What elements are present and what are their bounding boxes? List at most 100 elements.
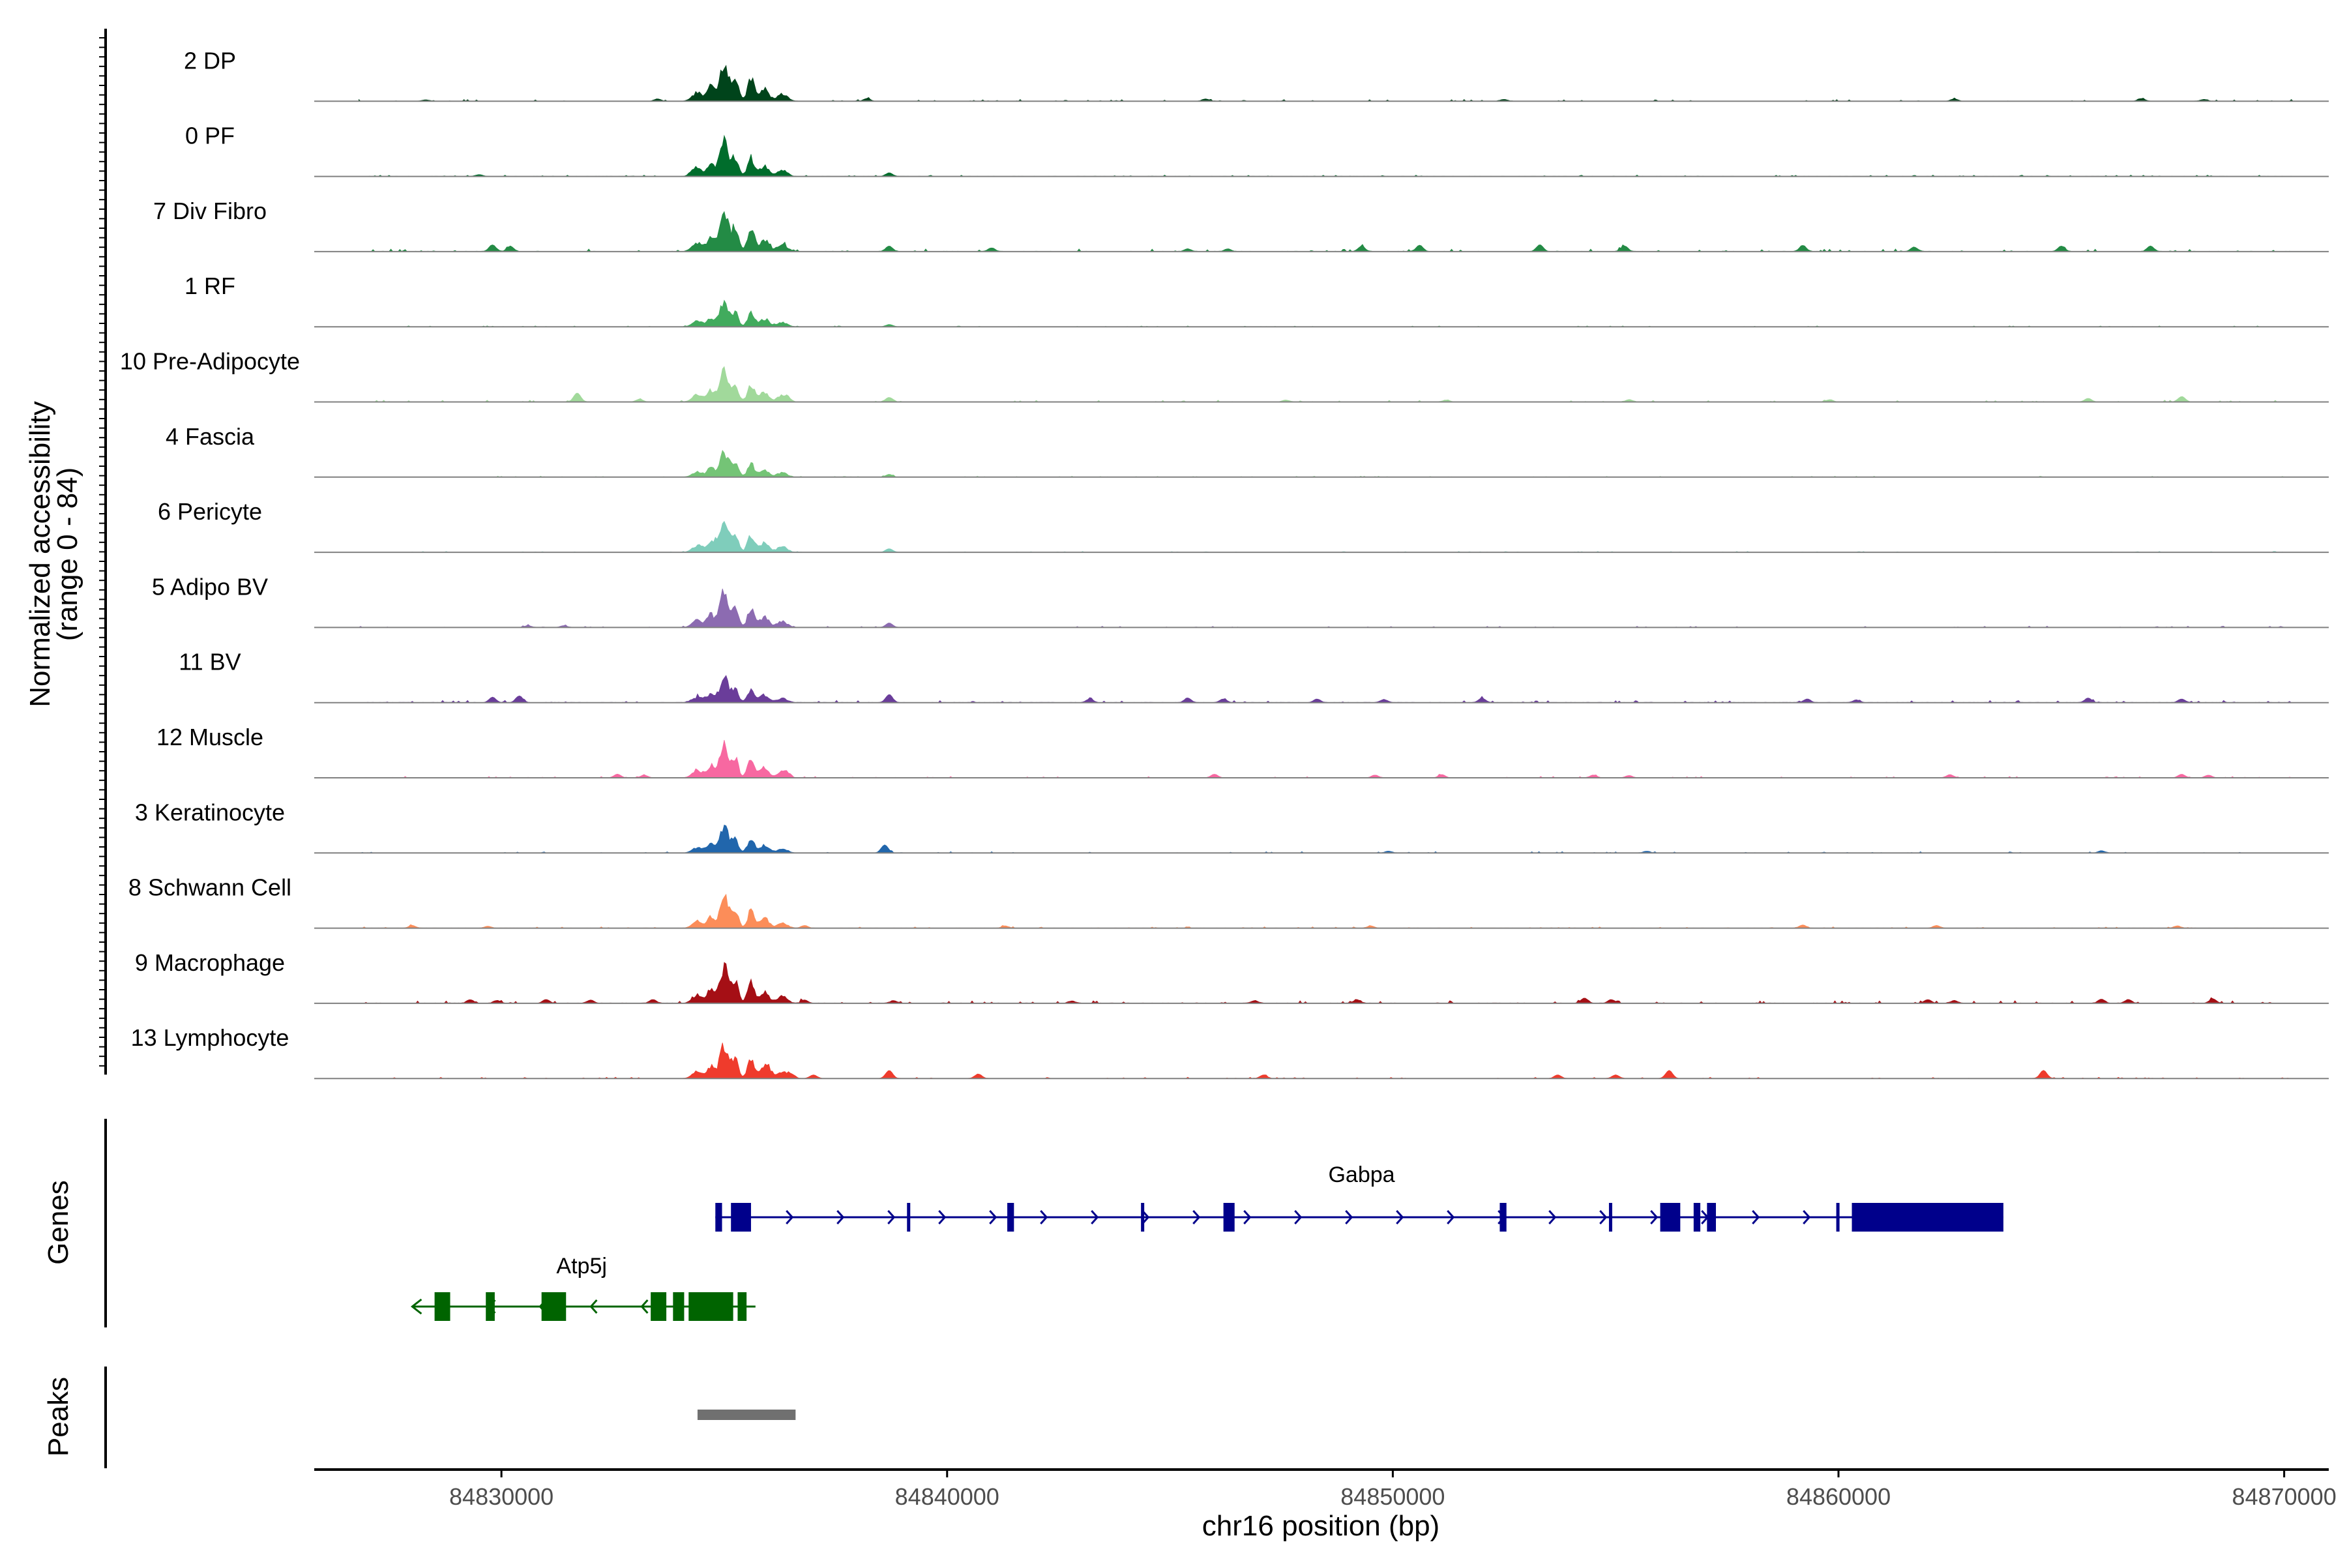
exon: [1852, 1203, 2003, 1232]
x-axis: 84830000 84840000 84850000 84860000 84870000: [314, 1468, 2337, 1510]
strand-arrow: [1243, 1209, 1252, 1225]
gene-atp5j: Atp5j: [410, 1254, 756, 1321]
track-label: 13 Lymphocyte: [131, 1024, 289, 1051]
peak-region: [697, 1410, 796, 1420]
coverage-area: [358, 366, 2294, 403]
peaks-panel-label: Peaks: [42, 1377, 74, 1457]
track-label: 5 Adipo BV: [152, 573, 268, 600]
track-5-adipo-bv: 5 Adipo BV: [152, 573, 2329, 629]
track-label: 7 Div Fibro: [153, 198, 267, 224]
exon: [737, 1292, 747, 1321]
track-label: 8 Schwann Cell: [128, 874, 291, 901]
coverage-area: [358, 134, 2294, 177]
strand-arrow: [1142, 1209, 1150, 1225]
gene-annotations: Gabpa Atp5j: [104, 1119, 2003, 1327]
exon: [486, 1292, 495, 1321]
strand-arrow: [1294, 1209, 1303, 1225]
track-6-pericyte: 6 Pericyte: [158, 498, 2329, 554]
exon: [541, 1292, 567, 1321]
strand-arrow: [1447, 1209, 1455, 1225]
gene-label: Atp5j: [556, 1254, 607, 1279]
track-4-fascia: 4 Fascia: [166, 423, 2329, 478]
genes-panel-label: Genes: [42, 1180, 74, 1265]
track-13-lymphocyte: 13 Lymphocyte: [131, 1024, 2329, 1080]
track-label: 2 DP: [184, 47, 236, 74]
coverage-area: [358, 450, 2294, 478]
exon: [651, 1292, 667, 1321]
track-8-schwann-cell: 8 Schwann Cell: [128, 874, 2329, 929]
exon: [1608, 1203, 1612, 1232]
coverage-area: [358, 1043, 2294, 1079]
coverage-area: [358, 65, 2294, 102]
gene-label: Gabpa: [1328, 1162, 1395, 1187]
strand-arrow: [589, 1299, 598, 1314]
x-tick-label: 84830000: [449, 1483, 554, 1510]
track-12-muscle: 12 Muscle: [156, 724, 2329, 778]
exon: [434, 1292, 450, 1321]
track-label: 3 Keratinocyte: [135, 799, 285, 825]
strand-arrow: [1548, 1209, 1557, 1225]
coverage-area: [358, 740, 2294, 778]
coverage-area: [358, 211, 2294, 252]
track-2-dp: 2 DP: [184, 47, 2329, 102]
strand-arrow: [1650, 1209, 1659, 1225]
coverage-area: [358, 588, 2294, 628]
exon: [715, 1203, 722, 1232]
strand-arrow: [1752, 1209, 1760, 1225]
track-label: 6 Pericyte: [158, 498, 262, 525]
y-axis-label-line2: (range 0 - 84): [52, 467, 83, 642]
strand-arrow: [1192, 1209, 1201, 1225]
track-3-keratinocyte: 3 Keratinocyte: [135, 799, 2329, 854]
track-7-div-fibro: 7 Div Fibro: [153, 198, 2329, 252]
exon: [1007, 1203, 1014, 1232]
track-label: 4 Fascia: [166, 423, 255, 450]
exon: [1660, 1203, 1681, 1232]
track-10-pre-adipocyte: 10 Pre-Adipocyte: [120, 348, 2329, 403]
strand-arrow: [938, 1209, 947, 1225]
track-0-pf: 0 PF: [185, 123, 2329, 177]
strand-arrow: [410, 1298, 422, 1315]
y-axis-label-line1: Normalized accessibility: [24, 401, 56, 707]
track-1-rf: 1 RF: [185, 273, 2329, 328]
strand-arrow: [836, 1209, 845, 1225]
strand-arrow: [1599, 1209, 1608, 1225]
strand-arrow: [640, 1299, 649, 1314]
strand-arrow: [887, 1209, 896, 1225]
strand-arrow: [1803, 1209, 1811, 1225]
x-tick-label: 84850000: [1340, 1483, 1445, 1510]
strand-arrow: [989, 1209, 997, 1225]
track-label: 11 BV: [179, 649, 241, 675]
exon: [1693, 1203, 1701, 1232]
x-tick-label: 84870000: [2232, 1483, 2337, 1510]
exon: [731, 1203, 751, 1232]
exon: [673, 1292, 685, 1321]
track-9-macrophage: 9 Macrophage: [135, 949, 2329, 1004]
coverage-area: [358, 520, 2294, 553]
exon: [1836, 1203, 1840, 1232]
coverage-area: [358, 675, 2294, 703]
track-label: 0 PF: [185, 123, 235, 149]
coverage-area: [358, 962, 2294, 1004]
track-label: 1 RF: [185, 273, 235, 299]
track-label: 9 Macrophage: [135, 949, 285, 976]
x-axis-label: chr16 position (bp): [1202, 1510, 1439, 1542]
x-tick-label: 84860000: [1786, 1483, 1891, 1510]
exon: [907, 1203, 911, 1232]
gene-gabpa: Gabpa: [715, 1162, 2003, 1232]
x-tick-label: 84840000: [895, 1483, 999, 1510]
strand-arrow: [1345, 1209, 1353, 1225]
exon: [688, 1292, 733, 1321]
strand-arrow: [1040, 1209, 1048, 1225]
exon: [1499, 1203, 1507, 1232]
coverage-area: [359, 893, 2294, 929]
strand-arrow: [786, 1209, 794, 1225]
peak-annotations: [104, 1367, 796, 1468]
track-label: 10 Pre-Adipocyte: [120, 348, 300, 375]
track-11-bv: 11 BV: [179, 649, 2329, 703]
track-label: 12 Muscle: [156, 724, 263, 750]
exon: [1141, 1203, 1145, 1232]
coverage-area: [358, 824, 2294, 853]
exon: [1707, 1203, 1717, 1232]
